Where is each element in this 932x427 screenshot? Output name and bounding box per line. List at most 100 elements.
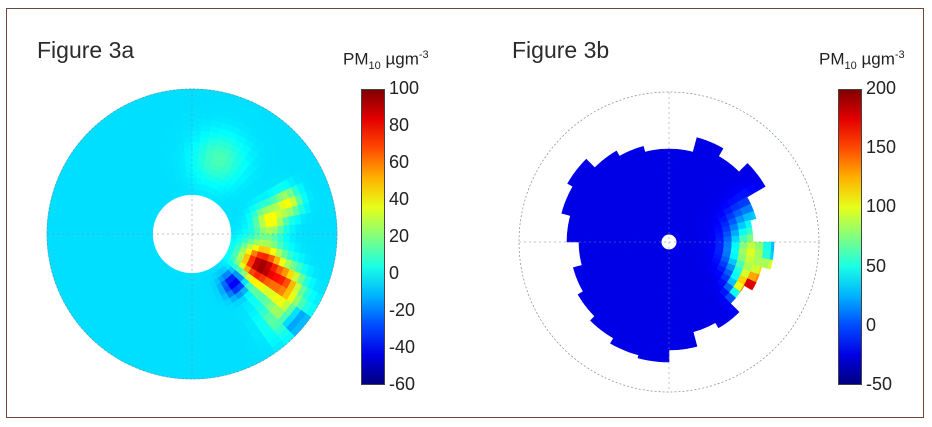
heat-cell [192, 118, 202, 124]
heat-cell [723, 231, 732, 237]
heat-cell [655, 164, 663, 173]
heat-cell [183, 326, 192, 332]
heat-cell [192, 326, 201, 332]
colorbar-tick-label: -40 [389, 337, 415, 358]
heat-cell [307, 223, 313, 234]
heat-cell [179, 160, 186, 167]
heat-cell [669, 171, 675, 179]
heat-cell [106, 226, 112, 234]
colorbar-tick-label: 50 [866, 256, 886, 277]
heat-cell [192, 314, 200, 320]
heat-cell [313, 234, 319, 245]
heat-cell [669, 265, 672, 273]
heat-cell [192, 273, 196, 279]
heat-cell [192, 320, 200, 326]
heat-cell [192, 285, 197, 291]
heat-cell [290, 234, 296, 243]
heat-cell [118, 240, 125, 247]
heat-cell [254, 234, 260, 240]
colorbar-tick-label: 20 [389, 226, 409, 247]
heat-cell [591, 248, 600, 256]
heat-cell [669, 149, 677, 156]
heat-cell [716, 237, 724, 242]
heat-cell [272, 234, 278, 242]
heat-cell [76, 224, 82, 234]
heat-cell [266, 234, 272, 241]
heat-cell [313, 223, 319, 234]
heat-cell [272, 226, 278, 234]
heat-cell [669, 155, 677, 163]
figure-3a-colorbar-label: PM10 µgm-3 [343, 49, 429, 72]
heat-cell [124, 239, 131, 245]
heat-cell [192, 302, 198, 308]
polar-heat-cells [562, 138, 774, 362]
heat-cell [661, 155, 669, 163]
colorbar-tick-label: -60 [389, 374, 415, 395]
heat-cell [290, 225, 296, 234]
colorbar-tick-label: 100 [389, 78, 419, 99]
heat-cell [659, 360, 669, 362]
heat-cell [112, 227, 118, 234]
heat-cell [747, 227, 753, 235]
heat-cell [186, 165, 192, 171]
heat-cell [662, 313, 669, 321]
heat-cell [192, 296, 198, 302]
heat-cell [747, 242, 755, 250]
heat-cell [755, 242, 763, 250]
heat-cell [669, 297, 674, 305]
heat-cell [123, 234, 129, 240]
heat-cell [236, 225, 242, 230]
heat-cell [129, 229, 135, 234]
cbar-b-label-main: PM [819, 50, 845, 69]
heat-cell [677, 327, 686, 336]
heat-cell [260, 228, 266, 234]
heat-cell [598, 242, 606, 248]
heat-cell [295, 234, 301, 244]
heat-cell [654, 156, 662, 165]
heat-cell [182, 343, 192, 349]
heat-cell [185, 308, 192, 314]
heat-cell [192, 279, 196, 285]
heat-cell [192, 95, 204, 101]
heat-cell [135, 238, 141, 243]
heat-cell [118, 234, 124, 240]
heat-cell [192, 337, 202, 343]
heat-cell [669, 305, 675, 313]
cbar-b-label-sup: -3 [895, 49, 905, 61]
heat-cell [47, 221, 53, 234]
heat-cell [167, 371, 180, 378]
heat-cell [185, 154, 192, 160]
heat-cell [650, 343, 660, 352]
cbar-a-label-unit: µgm [381, 50, 419, 69]
heat-cell [59, 222, 65, 234]
heat-cell [183, 183, 188, 189]
heat-cell [700, 239, 708, 242]
heat-cell [248, 223, 255, 229]
heat-cell [740, 235, 748, 242]
heat-cell [183, 136, 192, 142]
heat-cell [331, 234, 337, 247]
heat-cell [237, 230, 243, 234]
heat-cell [179, 89, 192, 95]
heat-cell [646, 242, 654, 244]
heat-cell [658, 179, 664, 188]
heat-cell [645, 150, 654, 158]
heat-cell [606, 247, 615, 253]
heat-cell [739, 228, 748, 236]
heat-cell [188, 183, 192, 189]
heat-cell [242, 224, 248, 229]
heat-cell [669, 163, 676, 171]
colorbar-tick-label: 0 [866, 315, 876, 336]
heat-cell [325, 234, 331, 246]
heat-cell [181, 113, 192, 119]
heat-cell [254, 228, 260, 234]
cbar-b-label-sub: 10 [845, 60, 857, 72]
heat-cell [590, 242, 598, 249]
heat-cell [278, 226, 284, 234]
heat-cell [167, 90, 180, 97]
heat-cell [771, 242, 774, 251]
heat-cell [186, 160, 192, 166]
heat-cell [583, 249, 592, 257]
heat-cell [249, 229, 255, 234]
heat-cell [582, 242, 590, 250]
